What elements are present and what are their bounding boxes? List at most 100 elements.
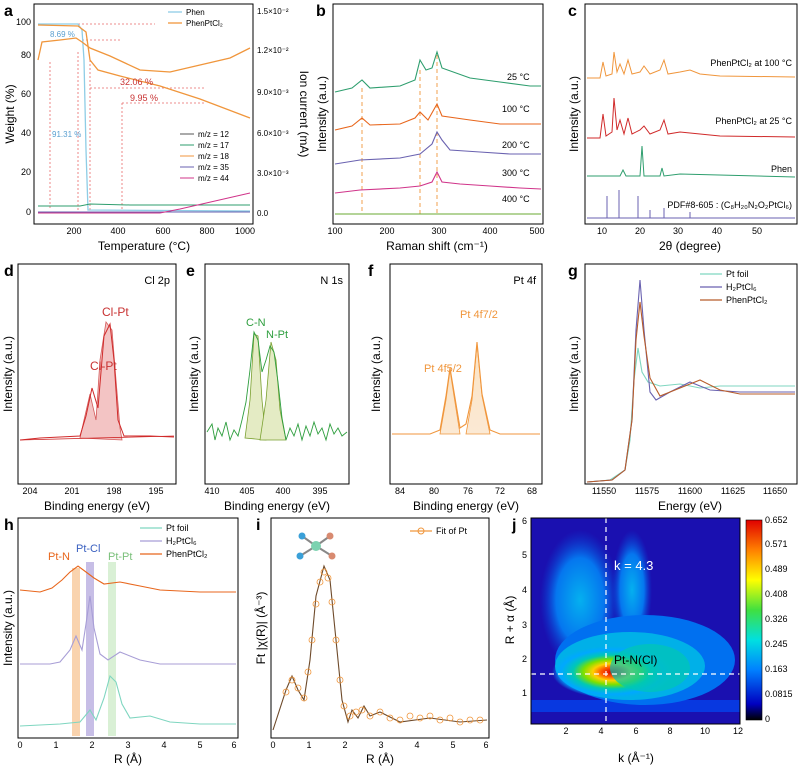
cbar-tick: 0.652 [765,515,788,525]
y-tick: 2 [522,654,527,664]
y-tick-labels: 0 20 40 60 80 100 [16,17,31,217]
x-tick: 4 [414,740,419,750]
spot-label: Pt-N(Cl) [614,653,657,667]
x-tick: 11575 [635,486,659,496]
cbar-tick: 0.489 [765,564,788,574]
x-axis-label: 2θ (degree) [659,239,721,253]
panel-letter: h [4,517,14,534]
xanes-pt-foil [586,347,795,483]
peak-label-1: Cl-Pt [90,359,117,373]
band-pt-pt [108,562,116,736]
plot-frame [584,263,798,485]
peak-guides [361,55,438,214]
x-tick: 72 [495,486,505,496]
xanes-h2ptcl6 [586,279,795,483]
panel-title: Cl 2p [144,275,170,287]
label-100c: 100 °C [502,104,530,114]
background-line [19,435,175,441]
x-tick: 8 [667,726,672,736]
y-tick: 80 [21,50,31,60]
plot-frame [17,517,239,739]
x-tick: 68 [527,486,537,496]
x-tick: 11625 [721,486,745,496]
y-tick: 4 [522,585,527,595]
label-400c: 400 °C [502,194,530,204]
y-tick: 1 [522,688,527,698]
ft-phenptcl2 [19,565,236,593]
xrd-100c [587,51,796,79]
ann-pt-pt: Pt-Pt [108,551,132,563]
legend-mz: m/z = 12 m/z = 17 m/z = 18 m/z = 35 m/z … [180,130,229,183]
y-axis-label: Weight (%) [3,84,17,143]
molecule-icon [296,532,336,560]
x-tick: 6 [483,740,488,750]
x-tick: 2 [342,740,347,750]
x-tick: 11550 [592,486,616,496]
cbar-tick: 0.245 [765,639,788,649]
n1s-spectrum [206,330,348,442]
x-tick: 30 [673,226,683,236]
y-tick: 0 [26,207,31,217]
heatmap-contours [531,530,740,712]
y-tick: 60 [21,89,31,99]
peak-label-4f52: Pt 4f5/2 [424,363,462,375]
xrd-25c [587,97,796,139]
x-axis-label: R (Å) [366,751,394,766]
panel-b: b 25 °C 100 °C 200 °C 300 °C 400 °C 100 … [315,3,545,253]
phen-weight-curve [38,23,251,212]
y-axis-label: Intensity (a.u.) [1,336,15,412]
fit-peak-area [79,321,123,441]
y-tick: 20 [21,167,31,177]
plot-frame [530,517,741,725]
panel-letter: i [256,517,260,534]
x-tick: 1000 [235,226,255,236]
ann-pt-cl: Pt-Cl [76,543,100,555]
y-axis-label: Intensity (a.u.) [315,76,329,152]
colorbar-labels: 0.652 0.571 0.489 0.408 0.326 0.245 0.16… [765,515,793,724]
data-curve [272,564,488,731]
x-tick: 3 [125,740,130,750]
peak-label-2: Cl-Pt [102,305,129,319]
y-axis-label: Intensity (a.u.) [187,336,201,412]
panel-j: j k = 4.3 Pt-N(Cl) 2 4 6 8 10 12 1 2 3 [502,515,793,765]
panel-letter: c [568,3,577,20]
peak-label-npt: N-Pt [266,329,288,341]
legend-mz18: m/z = 18 [198,152,229,161]
panel-letter: b [316,3,326,20]
x-tick: 405 [239,486,254,496]
panel-letter: g [568,263,578,280]
x-tick: 204 [22,486,37,496]
plot-frame [204,263,350,485]
fit-circles [282,568,484,726]
fit-peak-npt [259,341,287,441]
y-axis-label: Intensity (a.u.) [567,336,581,412]
label-pdf: PDF#8-605 : (C₈H₂₀N₂O₂PtCl₆) [667,200,792,210]
panel-title: Pt 4f [513,275,537,287]
x-tick: 20 [635,226,645,236]
pt4f-spectrum [392,341,540,435]
y-axis-label: Ft |χ(R)| (Å⁻³) [253,592,268,665]
pattern-labels: PhenPtCl₂ at 100 °C PhenPtCl₂ at 25 °C P… [667,58,792,210]
x-tick: 395 [312,486,327,496]
x-tick: 2 [89,740,94,750]
y-tick: 3 [522,620,527,630]
raman-25c [334,50,541,93]
label-200c: 200 °C [502,140,530,150]
x-tick: 100 [327,226,342,236]
x-tick-labels: 11550 11575 11600 11625 11650 [592,486,787,496]
annotation-9-95: 9.95 % [130,93,158,103]
legend-marker [417,527,425,535]
x-tick-labels: 2 4 6 8 10 12 [563,726,743,736]
legend-mz17: m/z = 17 [198,141,229,150]
guide-lines [49,23,205,210]
x-tick: 84 [395,486,405,496]
x-tick: 6 [231,740,236,750]
plot-frame [389,263,543,485]
x-axis-label: Raman shift (cm⁻¹) [386,239,488,253]
x-tick: 1 [53,740,58,750]
panel-letter: a [4,3,13,20]
y2-tick: 1.2×10⁻² [257,46,289,55]
temp-labels: 25 °C 100 °C 200 °C 300 °C 400 °C [502,72,530,204]
x-tick: 500 [529,226,544,236]
panel-c: c PhenPtCl₂ at 100 °C PhenPtCl₂ at 25 °C… [567,3,798,253]
